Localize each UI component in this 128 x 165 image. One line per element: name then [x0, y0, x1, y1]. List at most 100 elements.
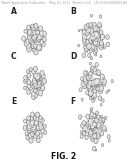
Circle shape [85, 49, 87, 50]
Circle shape [32, 94, 36, 100]
Circle shape [90, 49, 91, 51]
Circle shape [91, 108, 93, 111]
Circle shape [35, 85, 37, 87]
Circle shape [92, 100, 93, 101]
Circle shape [28, 48, 29, 50]
Circle shape [89, 114, 93, 119]
Circle shape [33, 66, 38, 72]
Circle shape [83, 85, 85, 86]
Circle shape [37, 36, 41, 41]
Circle shape [96, 112, 97, 113]
Circle shape [83, 31, 84, 32]
Circle shape [80, 130, 83, 134]
Circle shape [103, 82, 106, 86]
Circle shape [99, 97, 100, 98]
Circle shape [85, 135, 88, 140]
Circle shape [108, 135, 109, 137]
Circle shape [84, 78, 85, 79]
Circle shape [85, 127, 90, 133]
Circle shape [92, 127, 93, 129]
Circle shape [83, 34, 87, 40]
Circle shape [27, 136, 28, 138]
Circle shape [24, 79, 27, 84]
Circle shape [94, 81, 99, 88]
Circle shape [93, 37, 94, 39]
Circle shape [30, 131, 34, 136]
Circle shape [90, 80, 95, 87]
Circle shape [28, 74, 29, 76]
Circle shape [30, 123, 32, 124]
Circle shape [29, 138, 33, 143]
Circle shape [89, 114, 94, 119]
Circle shape [92, 82, 94, 84]
Circle shape [28, 133, 33, 138]
Circle shape [111, 80, 113, 83]
Circle shape [30, 119, 35, 126]
Circle shape [86, 27, 91, 33]
Circle shape [83, 45, 86, 49]
Circle shape [27, 46, 31, 52]
Circle shape [93, 122, 97, 127]
Circle shape [93, 25, 98, 32]
Circle shape [88, 86, 92, 92]
Circle shape [38, 46, 42, 51]
Circle shape [90, 96, 92, 99]
Circle shape [32, 94, 36, 100]
Circle shape [24, 76, 27, 80]
Circle shape [97, 28, 98, 29]
Circle shape [93, 31, 98, 38]
Circle shape [35, 73, 40, 80]
Circle shape [81, 123, 84, 128]
Circle shape [39, 124, 43, 130]
Circle shape [84, 24, 89, 30]
Circle shape [43, 80, 45, 81]
Circle shape [83, 125, 87, 131]
Circle shape [79, 88, 82, 92]
Circle shape [34, 78, 35, 80]
Circle shape [85, 48, 88, 52]
Circle shape [43, 37, 46, 42]
Circle shape [34, 126, 36, 128]
Circle shape [27, 73, 31, 78]
Circle shape [102, 99, 104, 102]
Circle shape [82, 53, 86, 58]
Circle shape [42, 43, 43, 45]
Circle shape [34, 23, 38, 28]
Circle shape [101, 121, 104, 125]
Circle shape [33, 85, 34, 87]
Circle shape [42, 31, 47, 37]
Circle shape [94, 98, 95, 100]
Circle shape [83, 132, 84, 134]
Circle shape [34, 80, 38, 85]
Circle shape [31, 132, 33, 134]
Circle shape [106, 35, 109, 39]
Circle shape [31, 24, 36, 31]
Circle shape [33, 127, 37, 132]
Circle shape [86, 91, 89, 95]
Circle shape [100, 41, 101, 43]
Circle shape [99, 40, 103, 46]
Circle shape [97, 116, 98, 117]
Circle shape [31, 24, 36, 31]
Circle shape [91, 36, 92, 38]
Circle shape [96, 134, 100, 139]
Circle shape [96, 111, 99, 115]
Circle shape [25, 132, 28, 136]
Circle shape [34, 134, 37, 139]
Circle shape [102, 79, 106, 84]
Circle shape [103, 46, 106, 49]
Circle shape [28, 26, 29, 28]
Circle shape [23, 125, 27, 131]
Circle shape [83, 40, 86, 45]
Circle shape [35, 73, 40, 79]
Circle shape [91, 124, 96, 131]
Circle shape [85, 48, 88, 52]
Circle shape [35, 75, 40, 82]
Circle shape [94, 130, 95, 132]
Circle shape [32, 70, 34, 71]
Circle shape [81, 29, 82, 30]
Circle shape [108, 140, 110, 142]
Circle shape [43, 130, 47, 134]
Circle shape [105, 130, 106, 131]
Circle shape [100, 74, 104, 80]
